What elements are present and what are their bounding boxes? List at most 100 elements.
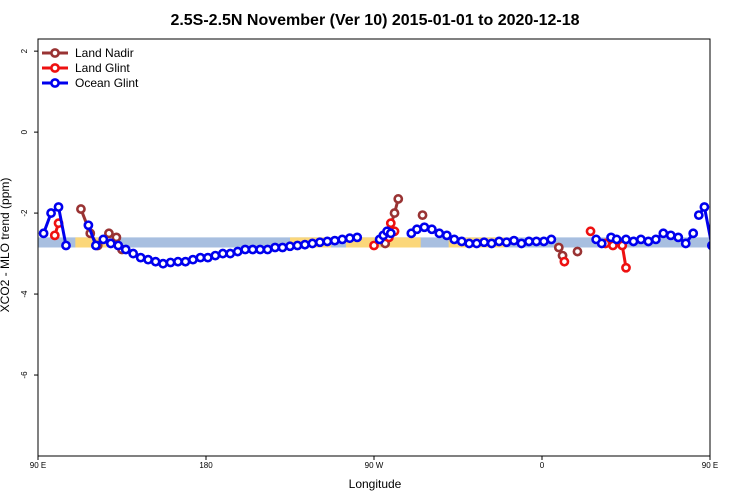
legend-marker (50, 63, 60, 73)
data-point (734, 236, 741, 243)
y-axis: 2 0 -2 -4 -6 (20, 48, 38, 379)
data-point (688, 228, 699, 239)
data-point (217, 248, 228, 259)
data-point (173, 256, 183, 267)
data-point (501, 237, 512, 248)
data-point (572, 246, 583, 257)
data-point (538, 236, 549, 247)
data-point (693, 210, 704, 221)
data-point (464, 238, 475, 249)
data-point (188, 254, 198, 265)
series-line (727, 227, 750, 261)
data-point (90, 240, 101, 251)
data-point (643, 236, 654, 247)
band-1-segment-4 (710, 237, 742, 247)
data-point (322, 236, 333, 247)
data-point (706, 240, 710, 251)
data-point (240, 244, 251, 255)
y-axis-label: XCO2 - MLO trend (ppm) (0, 178, 12, 313)
data-point (165, 257, 176, 268)
data-point (729, 220, 736, 227)
data-point (38, 228, 49, 239)
data-point (255, 244, 266, 255)
data-point (509, 235, 519, 246)
data-point (76, 204, 86, 214)
data-point (441, 230, 452, 241)
data-point (727, 240, 734, 247)
data-point (105, 238, 116, 249)
data-point (628, 236, 639, 247)
data-point (262, 244, 273, 255)
data-point (725, 232, 732, 239)
data-point (135, 252, 146, 263)
data-point (486, 238, 497, 249)
data-point (120, 244, 131, 255)
data-point (285, 241, 295, 252)
data-point (210, 250, 221, 261)
data-point (247, 244, 258, 255)
data-point (471, 238, 482, 249)
y-tick-label: 2 (20, 48, 29, 53)
data-point (699, 202, 710, 212)
data-point (385, 228, 396, 239)
data-point (292, 240, 303, 251)
data-point (53, 202, 64, 212)
data-point (195, 252, 206, 263)
x-axis: 90 E 180 90 W 0 90 E (30, 456, 718, 470)
data-point (621, 234, 631, 245)
data-point (150, 256, 161, 267)
data-point (337, 234, 348, 245)
data-point (434, 228, 445, 239)
data-point (128, 248, 139, 259)
chart-title: 2.5S-2.5N November (Ver 10) 2015-01-01 t… (170, 12, 579, 29)
data-point (596, 238, 607, 249)
legend-marker (50, 48, 60, 58)
data-point (665, 230, 676, 241)
data-point (531, 236, 542, 247)
data-point (449, 234, 460, 245)
data-point (46, 208, 56, 218)
legend-label: Ocean Glint (75, 76, 139, 90)
data-point (546, 234, 557, 245)
x-tick-label: 180 (199, 461, 213, 470)
data-point (553, 242, 564, 253)
data-point (559, 256, 570, 267)
data-point (742, 240, 749, 247)
data-point (621, 262, 631, 273)
data-point (516, 238, 527, 249)
data-point (369, 240, 379, 251)
data-point (426, 224, 437, 235)
data-point (277, 242, 288, 253)
y-tick-label: -2 (20, 209, 29, 217)
series-layer (38, 194, 750, 273)
data-point (307, 238, 318, 249)
data-point (611, 234, 622, 245)
legend-label: Land Glint (75, 61, 130, 75)
y-tick-label: 0 (20, 129, 29, 134)
legend-label: Land Nadir (75, 46, 134, 60)
data-point (98, 234, 109, 245)
data-point (389, 208, 400, 218)
data-point (636, 234, 646, 245)
series-ocean-glint (38, 202, 750, 269)
data-point (524, 236, 534, 247)
data-point (232, 246, 243, 257)
y-tick-label: -4 (20, 290, 29, 298)
data-point (270, 242, 280, 253)
data-point (494, 236, 504, 247)
data-point (352, 232, 363, 243)
data-point (344, 233, 355, 244)
data-point (479, 237, 490, 248)
legend-marker (50, 78, 60, 88)
data-point (158, 258, 168, 269)
data-point (456, 236, 467, 247)
y-tick-label: -6 (20, 371, 29, 379)
data-point (83, 220, 94, 231)
data-point (329, 235, 340, 246)
data-point (419, 222, 430, 233)
data-point (225, 248, 236, 259)
data-point (585, 226, 596, 237)
series-line (729, 223, 733, 235)
